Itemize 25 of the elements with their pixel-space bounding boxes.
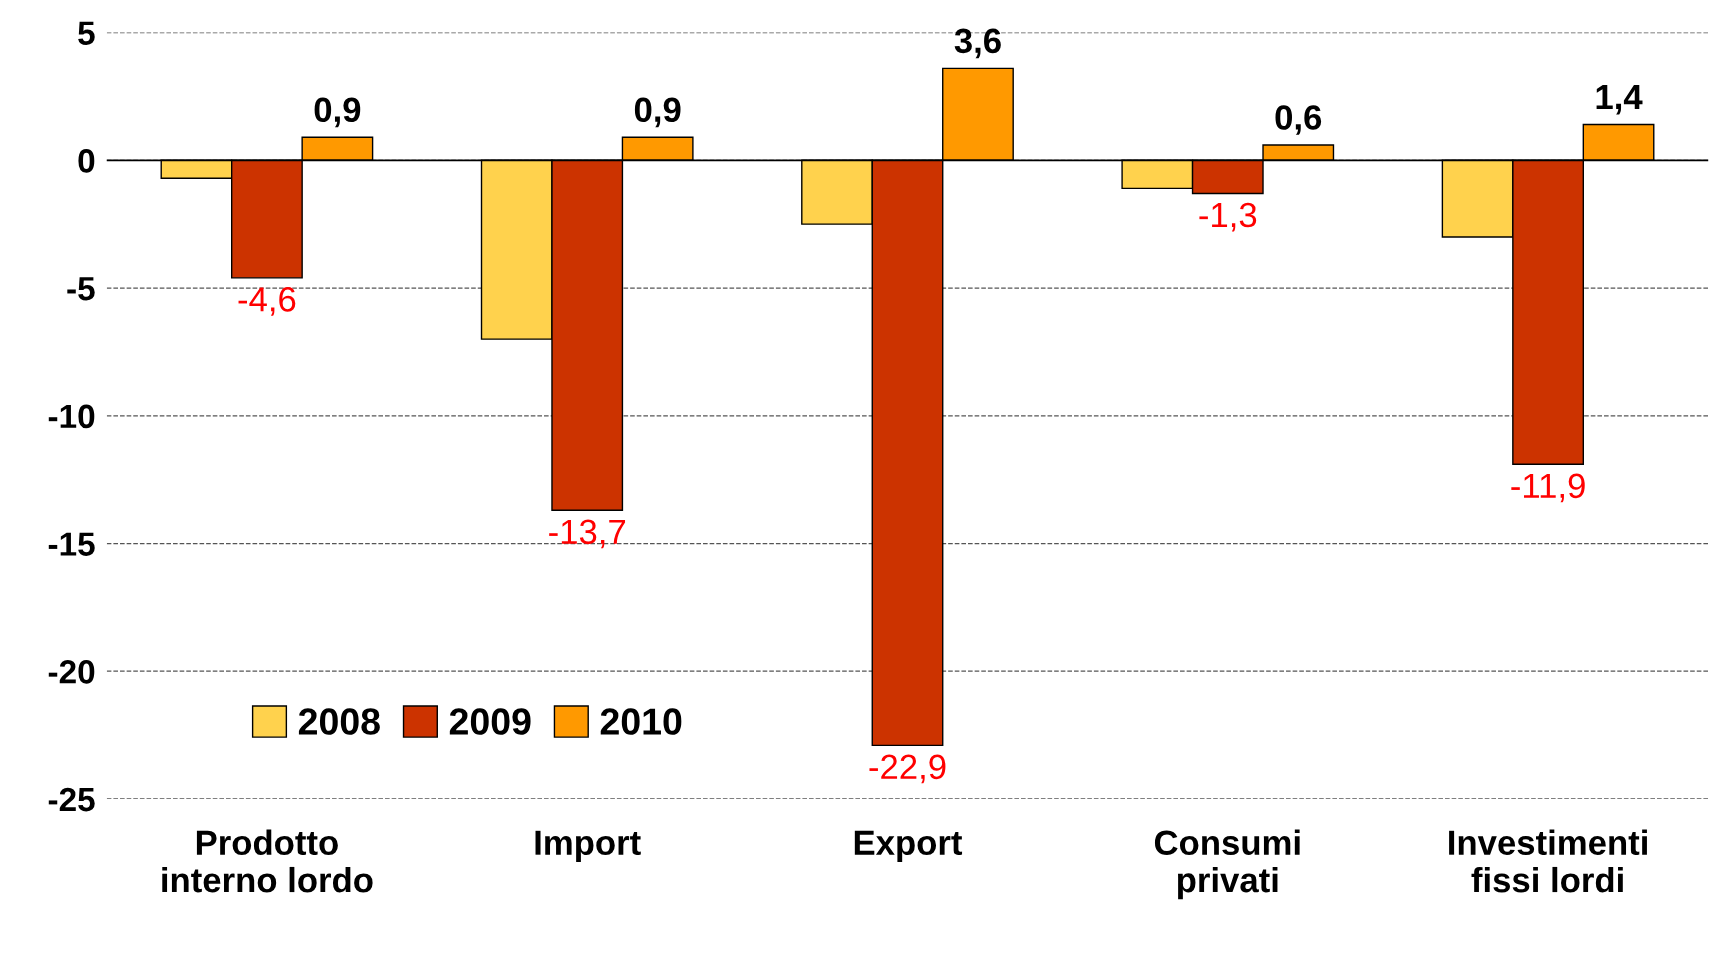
y-tick-label: 5 <box>78 21 95 45</box>
data-label: 0,9 <box>634 97 681 128</box>
y-tick-label: -25 <box>48 787 95 812</box>
x-tick-label: Prodotto interno lordo <box>162 829 373 893</box>
x-tick-label: Investimenti fissi lordi <box>1449 829 1647 893</box>
legend-label: 2009 <box>449 708 531 735</box>
data-label: -22,9 <box>869 754 946 784</box>
data-label: -13,7 <box>549 519 626 549</box>
y-tick-label: -20 <box>48 660 95 684</box>
data-label: 1,4 <box>1596 85 1643 115</box>
y-tick-label: -10 <box>48 404 95 429</box>
data-label: 0,6 <box>1275 105 1322 135</box>
x-tick-label: Export <box>854 830 963 862</box>
y-tick-label: -5 <box>67 277 95 301</box>
data-label: -1,3 <box>1199 202 1257 232</box>
data-label: -4,6 <box>238 287 296 316</box>
data-label: 0,9 <box>314 97 361 128</box>
x-tick-label: Consumi privati <box>1154 829 1300 900</box>
y-tick-label: -15 <box>48 532 95 556</box>
data-label: -11,9 <box>1511 473 1585 503</box>
y-tick-label: 0 <box>78 149 95 173</box>
x-tick-label: Import <box>535 830 641 862</box>
legend-label: 2010 <box>600 708 682 735</box>
data-label: 3,6 <box>954 28 1001 59</box>
legend-label: 2008 <box>298 708 380 735</box>
